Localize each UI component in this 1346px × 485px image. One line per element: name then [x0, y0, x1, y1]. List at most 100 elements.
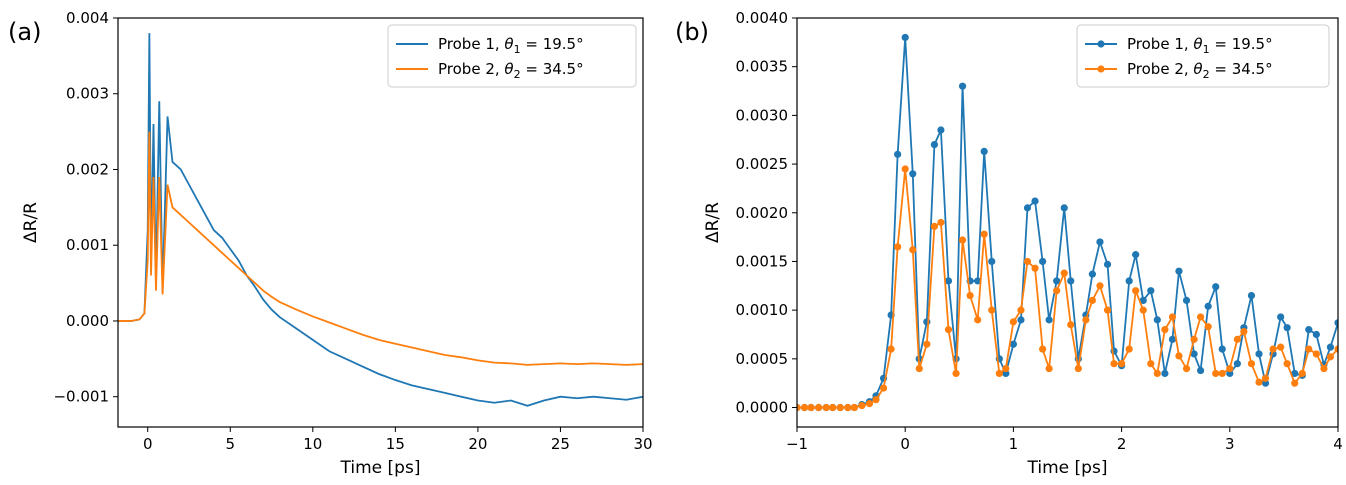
data-point	[1168, 313, 1177, 321]
data-point	[1053, 287, 1061, 295]
data-point	[1175, 267, 1183, 275]
x-tick-label: 2	[1117, 435, 1127, 453]
data-point	[1023, 257, 1032, 266]
data-point	[1002, 364, 1010, 373]
x-tick-label: 4	[1333, 435, 1343, 453]
legend-marker-2	[1097, 65, 1105, 73]
chart-panel-a: 0 5 10 15 20 25 30 −0.001 0.000 0.001 0.002 0.003 0.…	[8, 9, 653, 478]
data-point	[980, 147, 988, 156]
data-point	[1283, 324, 1291, 332]
x-tick-label: 3	[1225, 435, 1235, 453]
data-point	[1017, 306, 1025, 314]
data-point	[1240, 327, 1248, 336]
y-tick-label: 0.000	[66, 312, 109, 330]
data-point	[1009, 318, 1018, 326]
x-tick-label: 1	[1009, 435, 1019, 453]
data-point	[944, 277, 953, 285]
panel-label: (b)	[675, 18, 709, 46]
data-point	[1096, 238, 1104, 246]
y-tick-label: 0.0035	[736, 58, 789, 76]
data-point	[1255, 378, 1263, 386]
data-point	[800, 403, 809, 412]
data-point	[1153, 369, 1161, 378]
x-tick-label: 5	[225, 435, 235, 453]
data-point	[1196, 313, 1205, 321]
data-point	[1039, 257, 1047, 266]
x-axis-label: Time [ps]	[1027, 458, 1108, 478]
data-point	[1168, 335, 1177, 343]
data-point	[1190, 350, 1198, 358]
data-point	[1190, 335, 1198, 343]
data-point	[807, 403, 815, 412]
data-point	[1103, 260, 1112, 268]
data-point	[1067, 277, 1075, 285]
data-point	[1009, 340, 1018, 348]
data-point	[1147, 360, 1155, 368]
data-point	[930, 141, 939, 149]
y-tick-label: 0.002	[66, 160, 109, 178]
data-point	[1298, 369, 1306, 378]
y-tick-label: −0.001	[53, 388, 109, 406]
x-tick-label: 10	[303, 435, 322, 453]
data-point	[909, 246, 917, 254]
data-point	[1291, 379, 1299, 387]
data-point	[1132, 251, 1140, 259]
data-point	[974, 316, 982, 324]
data-point	[1031, 197, 1039, 205]
data-point	[1023, 204, 1032, 212]
data-point	[1103, 306, 1112, 314]
data-point	[1204, 302, 1212, 310]
legend-label-2: Probe 2, θ2 = 34.5°	[1127, 60, 1273, 81]
data-point	[1218, 345, 1226, 353]
data-point	[1017, 316, 1025, 324]
x-tick-label: −1	[786, 435, 808, 453]
data-point	[797, 403, 801, 412]
series-line-2	[118, 131, 643, 366]
data-point	[1291, 369, 1299, 378]
data-point	[958, 236, 967, 244]
data-point	[1118, 360, 1126, 368]
data-point	[1233, 360, 1241, 368]
data-point	[909, 170, 917, 178]
data-point	[1045, 364, 1053, 373]
data-point	[1067, 321, 1075, 329]
data-point	[1326, 353, 1335, 361]
y-tick-label: 0.0015	[736, 252, 789, 270]
data-point	[1088, 296, 1096, 304]
data-point	[1305, 326, 1313, 334]
data-point	[1269, 345, 1277, 353]
data-point	[901, 165, 909, 173]
data-point	[937, 218, 945, 227]
data-point	[1182, 364, 1191, 373]
data-point	[966, 291, 974, 300]
data-point	[1334, 319, 1338, 327]
data-point	[1326, 343, 1335, 351]
data-point	[980, 230, 988, 238]
legend-marker-1	[1097, 40, 1105, 48]
y-tick-label: 0.0040	[736, 9, 789, 27]
data-point	[887, 345, 895, 353]
data-point	[844, 403, 852, 412]
y-tick-label: 0.001	[66, 236, 109, 254]
data-point	[1226, 364, 1234, 373]
data-point	[1074, 364, 1082, 373]
data-point	[1132, 287, 1140, 295]
data-point	[974, 277, 982, 285]
y-tick-label: 0.0000	[736, 399, 789, 417]
data-point	[1161, 369, 1169, 378]
data-point	[1334, 345, 1338, 353]
panel-label: (a)	[8, 18, 41, 46]
data-point	[952, 369, 960, 378]
y-axis-label: ΔR/R	[21, 202, 41, 243]
y-tick-label: 0.0005	[736, 350, 789, 368]
data-point	[1139, 306, 1147, 314]
data-point	[1255, 350, 1263, 358]
data-point	[822, 403, 830, 412]
data-point	[1277, 313, 1285, 321]
data-point	[930, 222, 939, 230]
y-tick-label: 0.004	[66, 9, 109, 27]
data-point	[944, 326, 953, 334]
series-line-2	[797, 168, 1338, 409]
data-point	[1031, 264, 1039, 272]
data-point	[1305, 345, 1313, 353]
